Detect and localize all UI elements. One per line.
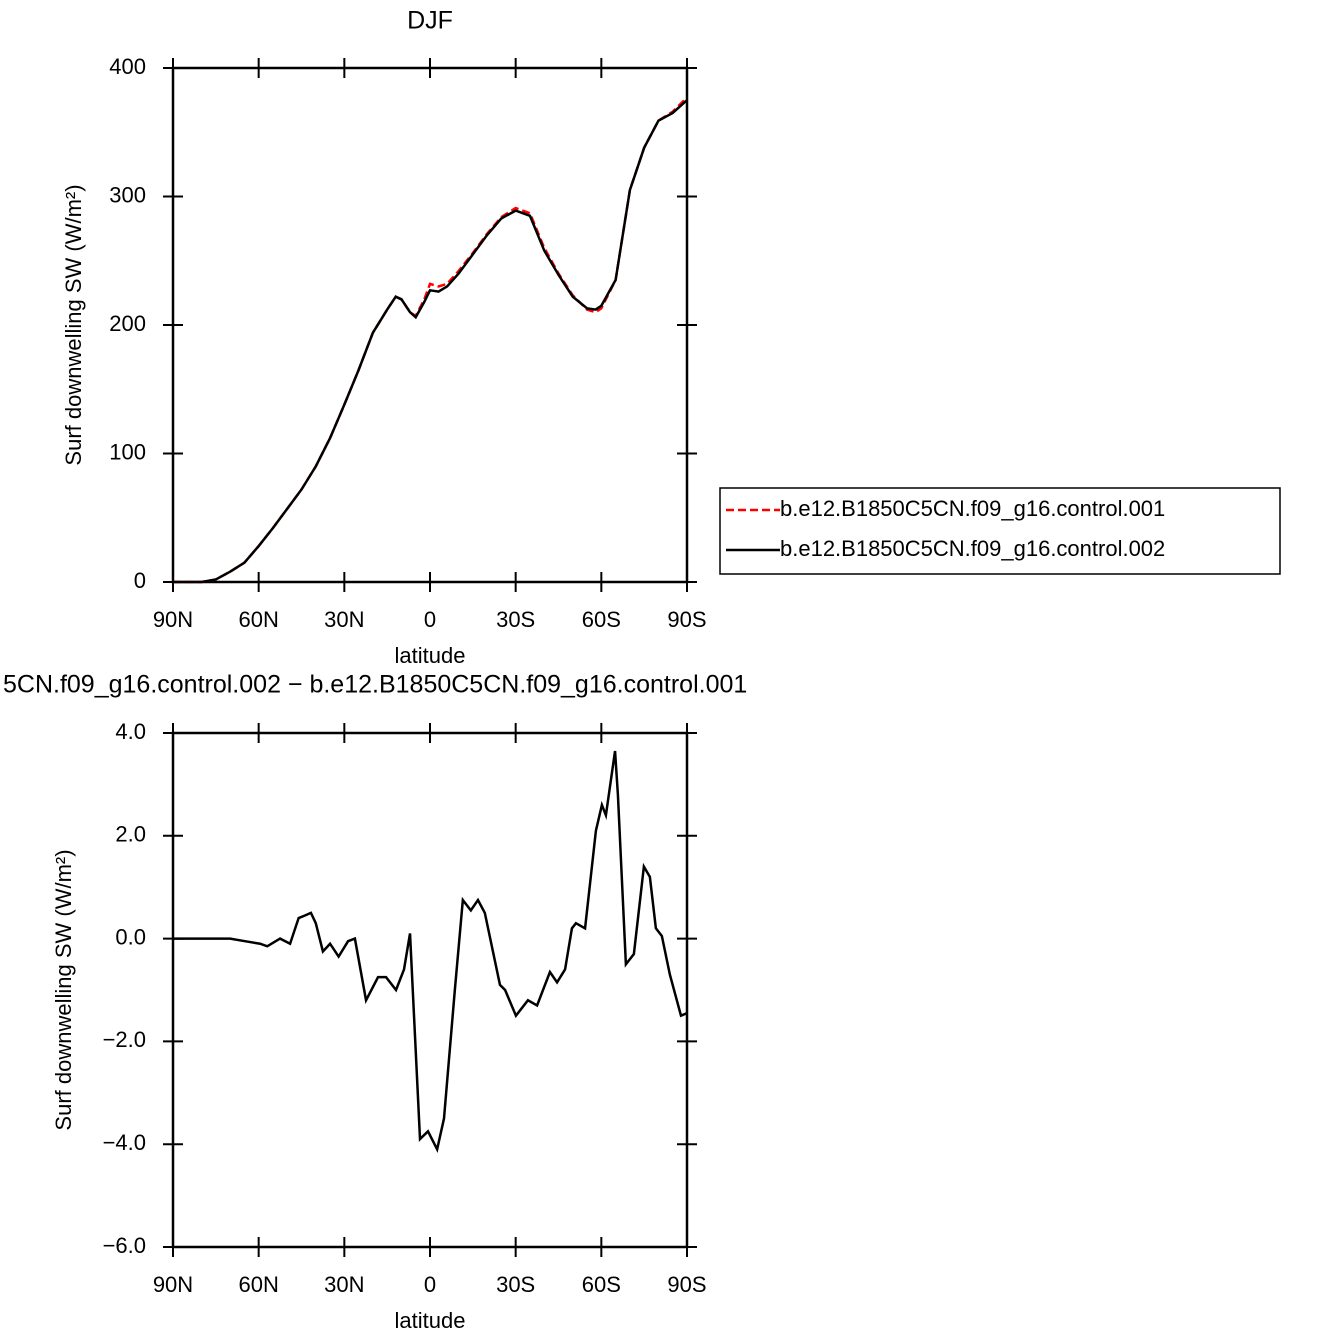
data-line (173, 99, 688, 584)
x-tick-label: 30S (496, 1272, 535, 1297)
y-tick-label: −4.0 (103, 1130, 146, 1155)
y-tick-label: 0 (134, 568, 146, 593)
x-tick-label: 90S (667, 1272, 706, 1297)
y-axis-label: Surf downwelling SW (W/m²) (61, 184, 86, 465)
y-tick-label: 2.0 (115, 822, 146, 847)
x-tick-label: 90S (667, 607, 706, 632)
y-tick-label: 300 (109, 182, 146, 207)
y-axis-label: Surf downwelling SW (W/m²) (51, 849, 76, 1130)
legend-box (719, 487, 1281, 575)
x-axis-label: latitude (395, 643, 466, 668)
data-line (173, 96, 688, 584)
chart-title: 5CN.f09_g16.control.002 − b.e12.B1850C5C… (3, 671, 747, 699)
y-tick-label: 400 (109, 54, 146, 79)
x-tick-label: 60N (238, 607, 278, 632)
y-tick-label: 200 (109, 311, 146, 336)
plot-frame (171, 66, 689, 584)
x-tick-label: 60N (238, 1272, 278, 1297)
x-tick-label: 60S (582, 1272, 621, 1297)
legend-label: b.e12.B1850C5CN.f09_g16.control.001 (780, 496, 1165, 521)
y-tick-label: 4.0 (115, 719, 146, 744)
data-line (173, 750, 688, 1154)
x-tick-label: 60S (582, 607, 621, 632)
y-tick-label: −2.0 (103, 1027, 146, 1052)
y-tick-label: 100 (109, 439, 146, 464)
x-axis-label: latitude (395, 1308, 466, 1333)
x-tick-label: 30N (324, 1272, 364, 1297)
y-tick-label: −6.0 (103, 1233, 146, 1258)
chart-title: DJF (407, 7, 453, 35)
plot-frame (171, 731, 689, 1249)
y-tick-label: 0.0 (115, 924, 146, 949)
x-tick-label: 30S (496, 607, 535, 632)
x-tick-label: 0 (424, 607, 436, 632)
x-tick-label: 90N (153, 1272, 193, 1297)
x-tick-label: 30N (324, 607, 364, 632)
x-tick-label: 0 (424, 1272, 436, 1297)
legend-label: b.e12.B1850C5CN.f09_g16.control.002 (780, 536, 1165, 561)
x-tick-label: 90N (153, 607, 193, 632)
